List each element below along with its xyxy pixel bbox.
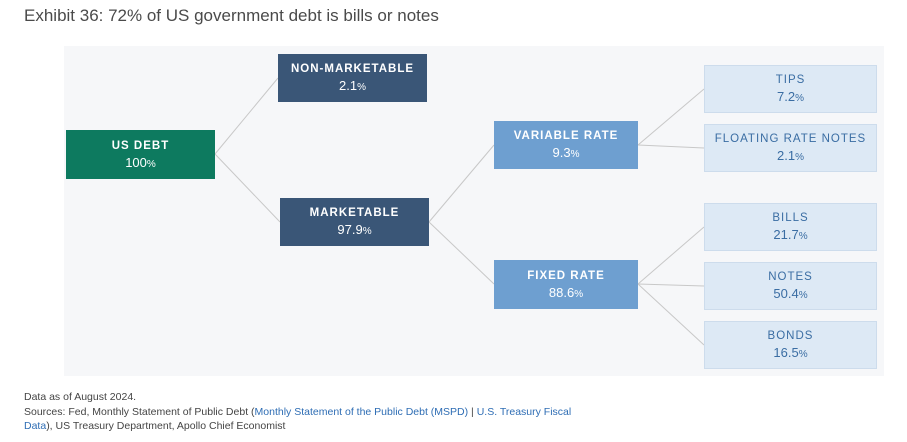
node-value: 2.1% xyxy=(777,148,804,163)
connector-usdebt-marketable xyxy=(214,153,281,223)
node-label: VARIABLE RATE xyxy=(513,130,619,142)
sources-prefix: Sources: Fed, Monthly Statement of Publi… xyxy=(24,406,255,418)
connector-variable-tips xyxy=(637,88,705,146)
node-label: FIXED RATE xyxy=(527,269,605,282)
node-label: MARKETABLE xyxy=(309,207,400,219)
node-value: 2.1% xyxy=(339,78,366,93)
connector-marketable-fixed xyxy=(428,221,495,285)
node-tips: TIPS 7.2% xyxy=(704,65,877,113)
node-value: 9.3% xyxy=(552,145,580,160)
treasury-fiscal-data-link-part2[interactable]: Data xyxy=(24,420,47,432)
node-value: 21.7% xyxy=(773,227,808,242)
node-marketable: MARKETABLE 97.9% xyxy=(280,198,429,246)
footer-sources: Sources: Fed, Monthly Statement of Publi… xyxy=(24,405,684,433)
node-label: BILLS xyxy=(772,212,809,224)
node-fixed-rate: FIXED RATE 88.6% xyxy=(494,260,638,309)
node-value: 100% xyxy=(125,154,156,170)
sources-suffix: ), US Treasury Department, Apollo Chief … xyxy=(46,420,286,432)
connector-usdebt-nonmarketable xyxy=(214,77,279,155)
treasury-fiscal-data-link-part1[interactable]: U.S. Treasury Fiscal xyxy=(476,406,572,418)
node-label: FLOATING RATE NOTES xyxy=(714,133,867,145)
node-value: 88.6% xyxy=(548,284,584,300)
node-bills: BILLS 21.7% xyxy=(704,203,877,251)
node-label: BONDS xyxy=(767,330,814,342)
connector-marketable-variable xyxy=(428,144,495,223)
node-label: NON-MARKETABLE xyxy=(290,63,415,75)
footer-date-note: Data as of August 2024. xyxy=(24,391,137,403)
node-label: NOTES xyxy=(768,271,813,283)
chart-title: Exhibit 36: 72% of US government debt is… xyxy=(24,6,439,25)
node-label: US DEBT xyxy=(111,139,170,152)
node-label: TIPS xyxy=(775,74,806,86)
node-us-debt: US DEBT 100% xyxy=(66,130,215,179)
mspd-link[interactable]: Monthly Statement of the Public Debt (MS… xyxy=(254,406,469,418)
node-floating-rate-notes: FLOATING RATE NOTES 2.1% xyxy=(704,124,877,172)
node-non-marketable: NON-MARKETABLE 2.1% xyxy=(278,54,427,102)
node-notes: NOTES 50.4% xyxy=(704,262,877,310)
node-value: 50.4% xyxy=(773,286,808,301)
connector-variable-floating xyxy=(637,144,705,149)
connector-fixed-bills xyxy=(637,226,705,285)
node-value: 7.2% xyxy=(777,89,804,104)
node-bonds: BONDS 16.5% xyxy=(704,321,877,369)
node-value: 16.5% xyxy=(773,345,808,360)
connector-fixed-notes xyxy=(637,283,705,287)
sources-separator: | xyxy=(468,406,477,418)
connector-fixed-bonds xyxy=(637,283,705,346)
node-value: 97.9% xyxy=(337,222,372,237)
node-variable-rate: VARIABLE RATE 9.3% xyxy=(494,121,638,169)
